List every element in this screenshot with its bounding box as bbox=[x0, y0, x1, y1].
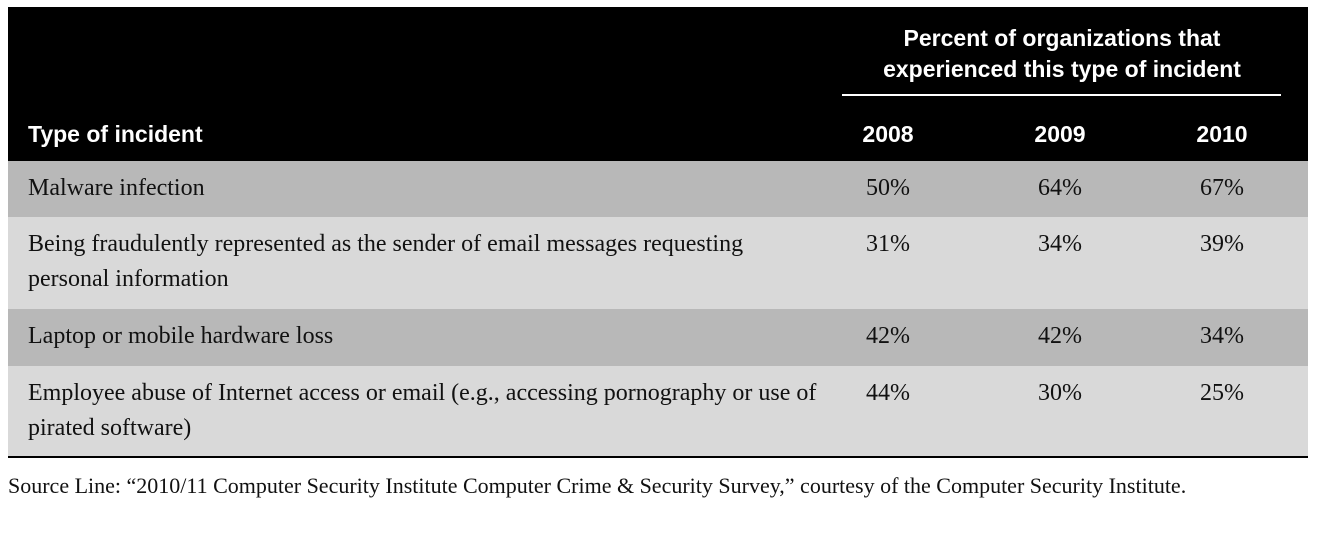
table-header: Percent of organizations that experience… bbox=[8, 7, 1308, 161]
incident-type-cell: Employee abuse of Internet access or ema… bbox=[28, 380, 817, 441]
column-header-2010: 2010 bbox=[1196, 121, 1248, 147]
table-bottom-rule bbox=[8, 456, 1308, 458]
group-header-line-2: experienced this type of incident bbox=[883, 56, 1241, 82]
table-row: Being fraudulently represented as the se… bbox=[8, 217, 1308, 309]
incident-type-cell: Laptop or mobile hardware loss bbox=[28, 323, 334, 349]
value-cell-2008: 31% bbox=[866, 231, 910, 257]
value-cell-2008: 44% bbox=[866, 380, 910, 406]
column-header-2009: 2009 bbox=[1034, 121, 1086, 147]
group-header-rule bbox=[842, 94, 1281, 96]
table-row: Malware infection 50% 64% 67% bbox=[8, 161, 1308, 217]
value-cell-2009: 42% bbox=[1038, 323, 1082, 349]
table-row: Employee abuse of Internet access or ema… bbox=[8, 366, 1308, 456]
value-cell-2010: 39% bbox=[1200, 231, 1244, 257]
incident-type-cell: Being fraudulently represented as the se… bbox=[28, 231, 744, 292]
table-row: Laptop or mobile hardware loss 42% 42% 3… bbox=[8, 309, 1308, 366]
column-header-type: Type of incident bbox=[28, 121, 203, 147]
value-cell-2009: 34% bbox=[1038, 231, 1082, 257]
value-cell-2008: 50% bbox=[866, 175, 910, 201]
value-cell-2009: 30% bbox=[1038, 380, 1082, 406]
value-cell-2010: 67% bbox=[1200, 175, 1244, 201]
value-cell-2008: 42% bbox=[866, 323, 910, 349]
incident-type-cell: Malware infection bbox=[28, 175, 205, 201]
value-cell-2009: 64% bbox=[1038, 175, 1082, 201]
column-header-2008: 2008 bbox=[862, 121, 914, 147]
value-cell-2010: 34% bbox=[1200, 323, 1244, 349]
value-cell-2010: 25% bbox=[1200, 380, 1244, 406]
incident-table: Percent of organizations that experience… bbox=[8, 7, 1308, 458]
group-header: Percent of organizations that experience… bbox=[843, 23, 1281, 85]
source-line: Source Line: “2010/11 Computer Security … bbox=[8, 473, 1187, 498]
group-header-line-1: Percent of organizations that bbox=[903, 25, 1221, 51]
